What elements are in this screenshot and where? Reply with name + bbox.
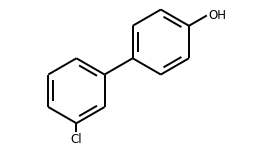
Text: Cl: Cl xyxy=(70,133,82,146)
Text: OH: OH xyxy=(209,9,227,22)
